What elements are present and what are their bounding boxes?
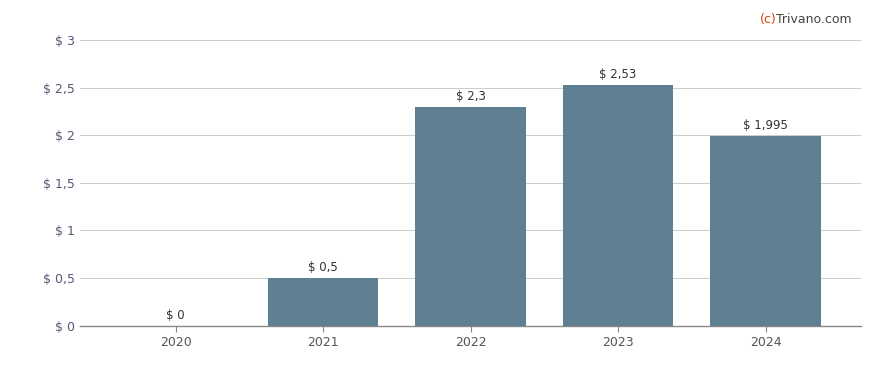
- Text: $ 0,5: $ 0,5: [308, 261, 338, 274]
- Bar: [710, 136, 821, 326]
- Text: Trivano.com: Trivano.com: [772, 13, 852, 26]
- Bar: [563, 85, 673, 326]
- Text: $ 1,995: $ 1,995: [743, 119, 788, 132]
- Text: (c): (c): [760, 13, 777, 26]
- Text: $ 2,53: $ 2,53: [599, 68, 637, 81]
- Bar: [268, 278, 378, 326]
- Bar: [416, 107, 526, 326]
- Text: $ 0: $ 0: [166, 309, 185, 322]
- Text: $ 2,3: $ 2,3: [456, 90, 486, 103]
